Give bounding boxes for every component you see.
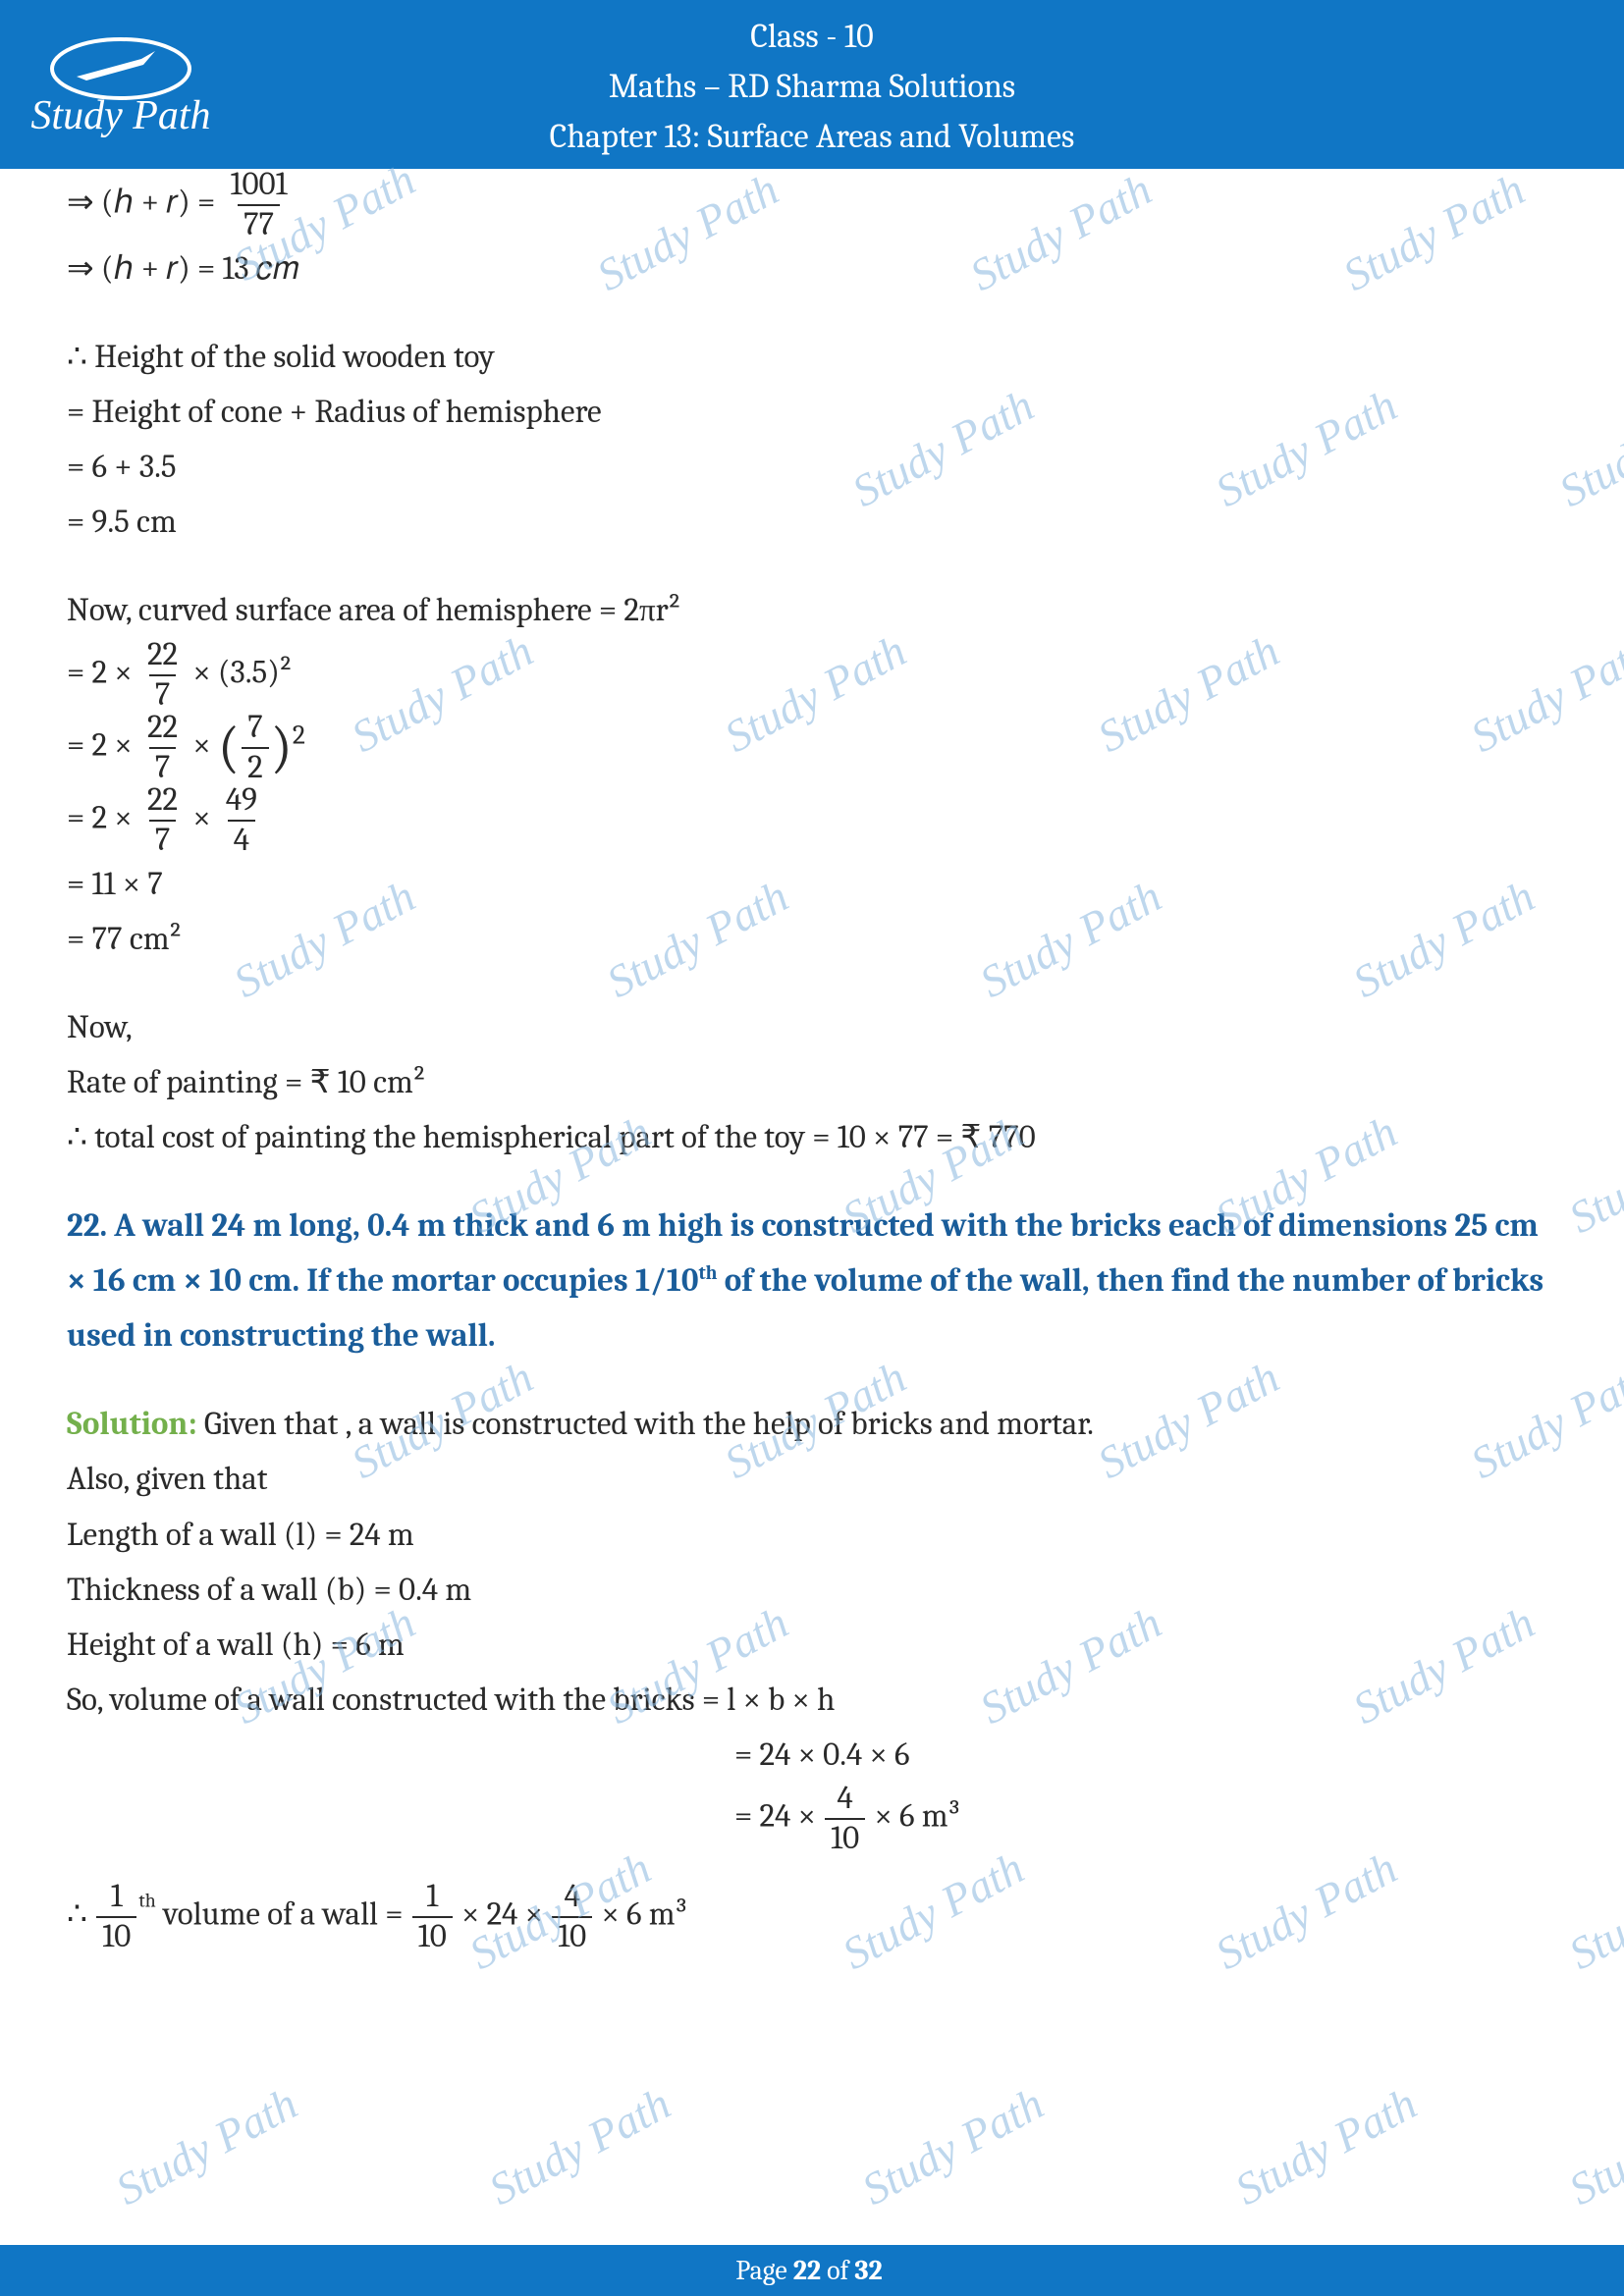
text-line: Also, given that bbox=[67, 1452, 1557, 1507]
footer-mid: of bbox=[827, 2255, 848, 2286]
footer-page-total: 32 bbox=[854, 2255, 882, 2286]
watermark: Study Path bbox=[1560, 1105, 1624, 1244]
footer-page-number: 22 bbox=[793, 2255, 821, 2286]
pen-ellipse-icon bbox=[47, 26, 194, 102]
text-line: Height of a wall (h) = 6 m bbox=[67, 1618, 1557, 1673]
math-line: = 11 × 7 bbox=[67, 857, 1557, 912]
text-line: Now, bbox=[67, 1000, 1557, 1055]
math-line: ⇒ (ℎ + 𝑟) = 13 𝑐𝑚 bbox=[67, 241, 1557, 296]
math-line: = 77 cm² bbox=[67, 912, 1557, 967]
header-subject: Maths – RD Sharma Solutions bbox=[0, 62, 1624, 112]
watermark: Study Path bbox=[1550, 379, 1624, 517]
solution-label: Solution: bbox=[67, 1406, 197, 1443]
text-line: Now, curved surface area of hemisphere =… bbox=[67, 583, 1557, 638]
math-line: = 2 × 227 × 494 bbox=[67, 784, 1557, 857]
page-header: Study Path Class - 10 Maths – RD Sharma … bbox=[0, 0, 1624, 169]
math-line: = 2 × 227 × (3.5)² bbox=[67, 639, 1557, 712]
math-line: = 24 × 410 × 6 m³ bbox=[67, 1783, 1557, 1855]
brand-name: Study Path bbox=[30, 92, 210, 139]
fraction: 1001 77 bbox=[225, 169, 294, 241]
footer-prefix: Page bbox=[735, 2255, 786, 2286]
text-line: ∴ total cost of painting the hemispheric… bbox=[67, 1110, 1557, 1165]
text-line: Rate of painting = ₹ 10 cm² bbox=[67, 1055, 1557, 1110]
text-line: ∴ Height of the solid wooden toy bbox=[67, 330, 1557, 385]
math-line: = 24 × 0.4 × 6 bbox=[67, 1728, 1557, 1783]
text-line: = 9.5 cm bbox=[67, 495, 1557, 550]
header-chapter: Chapter 13: Surface Areas and Volumes bbox=[0, 112, 1624, 162]
text-line: = Height of cone + Radius of hemisphere bbox=[67, 385, 1557, 440]
text-line: Thickness of a wall (b) = 0.4 m bbox=[67, 1563, 1557, 1618]
header-class: Class - 10 bbox=[0, 12, 1624, 62]
watermark: Study Path bbox=[1560, 1842, 1624, 1980]
page-body: ⇒ (ℎ + 𝑟) = 1001 77 ⇒ (ℎ + 𝑟) = 13 𝑐𝑚 ∴ … bbox=[67, 169, 1557, 2219]
page-footer: Page 22 of 32 bbox=[0, 2245, 1624, 2296]
solution-line: Solution: Given that , a wall is constru… bbox=[67, 1397, 1557, 1452]
text-line: = 6 + 3.5 bbox=[67, 440, 1557, 495]
math-line: ∴ 110th volume of a wall = 110 × 24 × 41… bbox=[67, 1881, 1557, 1953]
brand-logo: Study Path bbox=[27, 14, 214, 151]
text-line: Length of a wall (l) = 24 m bbox=[67, 1508, 1557, 1563]
question-22: 22. A wall 24 m long, 0.4 m thick and 6 … bbox=[67, 1199, 1557, 1363]
text-line: So, volume of a wall constructed with th… bbox=[67, 1673, 1557, 1728]
math-line: ⇒ (ℎ + 𝑟) = 1001 77 bbox=[67, 169, 1557, 241]
watermark: Study Path bbox=[1560, 2077, 1624, 2216]
math-line: = 2 × 227 × (72)2 bbox=[67, 712, 1557, 784]
